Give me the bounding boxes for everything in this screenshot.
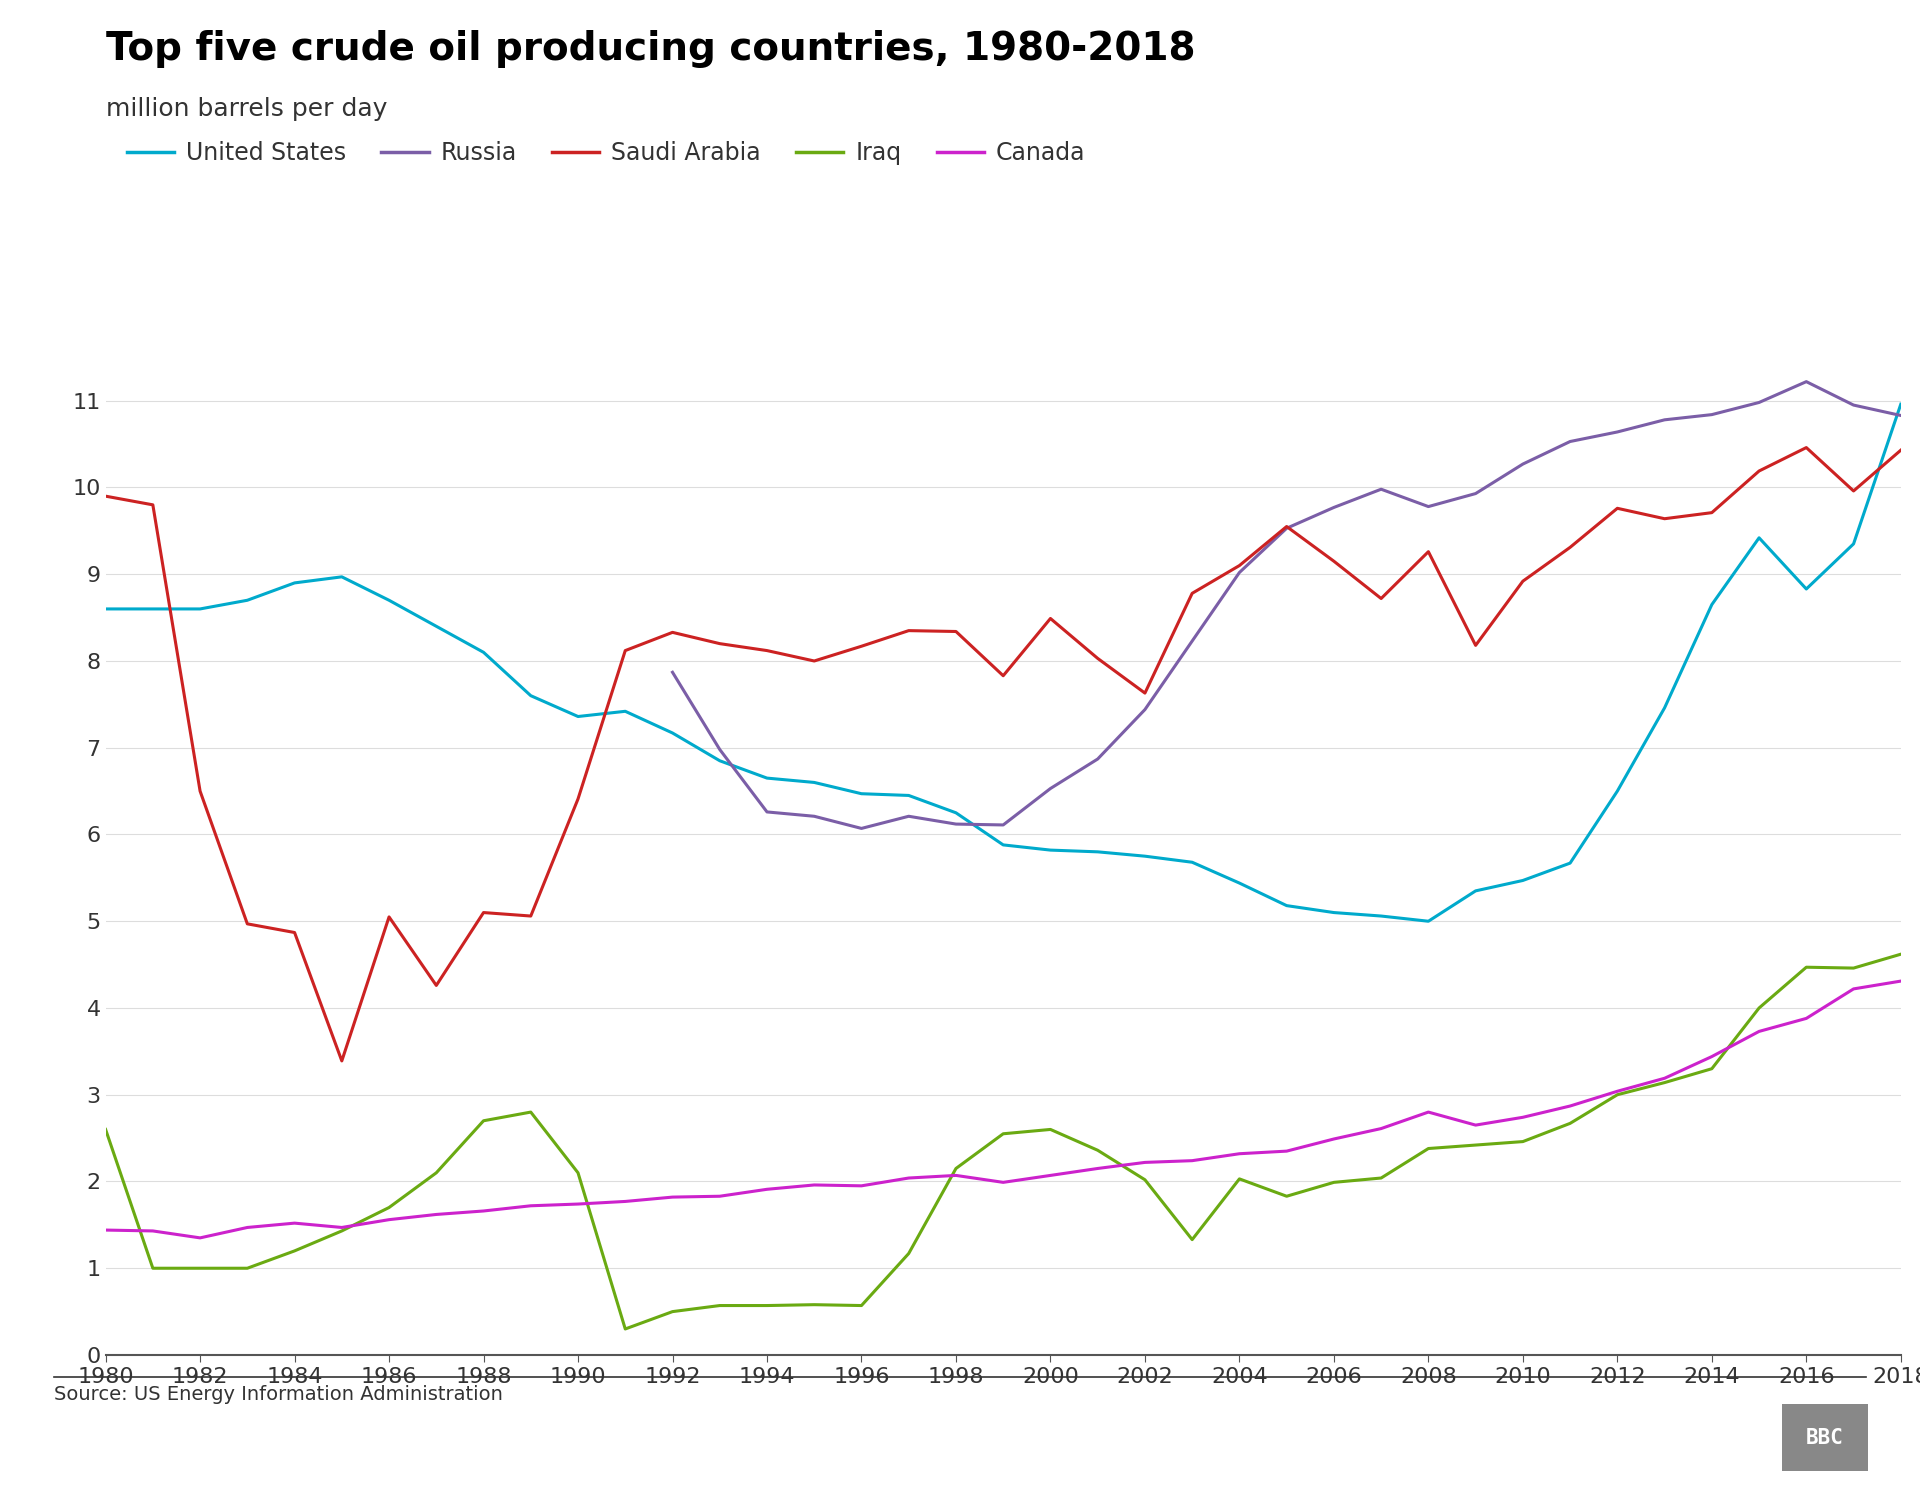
Text: million barrels per day: million barrels per day (106, 97, 388, 121)
Text: BBC: BBC (1807, 1428, 1843, 1447)
Legend: United States, Russia, Saudi Arabia, Iraq, Canada: United States, Russia, Saudi Arabia, Ira… (117, 131, 1094, 174)
Text: Source: US Energy Information Administration: Source: US Energy Information Administra… (54, 1385, 503, 1404)
Text: Top five crude oil producing countries, 1980-2018: Top five crude oil producing countries, … (106, 30, 1194, 68)
